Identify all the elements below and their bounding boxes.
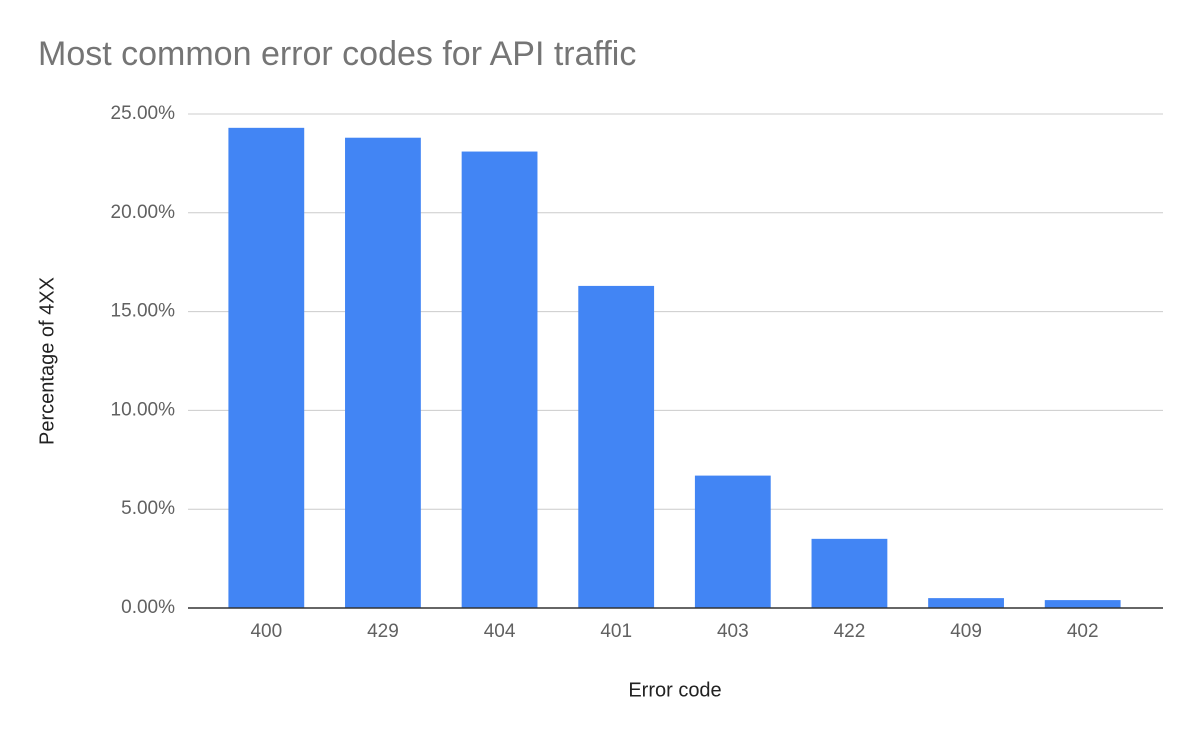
bar bbox=[228, 127, 305, 608]
y-tick-label: 15.00% bbox=[111, 301, 176, 322]
x-tick-label: 409 bbox=[950, 621, 982, 642]
y-axis-title: Percentage of 4XX bbox=[36, 277, 58, 445]
x-tick-label: 401 bbox=[600, 621, 632, 642]
x-tick-label: 404 bbox=[484, 621, 516, 642]
bar bbox=[928, 598, 1004, 608]
x-tick-label: 403 bbox=[717, 621, 749, 642]
bar bbox=[1044, 600, 1121, 608]
bar bbox=[811, 538, 888, 608]
bar bbox=[461, 151, 538, 608]
x-tick-label: 402 bbox=[1067, 621, 1099, 642]
bar bbox=[578, 285, 655, 608]
x-tick-label: 429 bbox=[367, 621, 399, 642]
y-tick-label: 10.00% bbox=[111, 399, 176, 420]
x-axis-title: Error code bbox=[628, 679, 721, 701]
x-tick-label: 400 bbox=[250, 621, 282, 642]
bar bbox=[345, 137, 421, 608]
y-tick-label: 0.00% bbox=[121, 597, 175, 618]
chart-title: Most common error codes for API traffic bbox=[38, 35, 636, 73]
y-tick-label: 25.00% bbox=[111, 103, 176, 124]
x-tick-label: 422 bbox=[834, 621, 866, 642]
y-tick-label: 5.00% bbox=[121, 498, 175, 519]
y-tick-label: 20.00% bbox=[111, 202, 176, 223]
bar bbox=[694, 475, 771, 608]
